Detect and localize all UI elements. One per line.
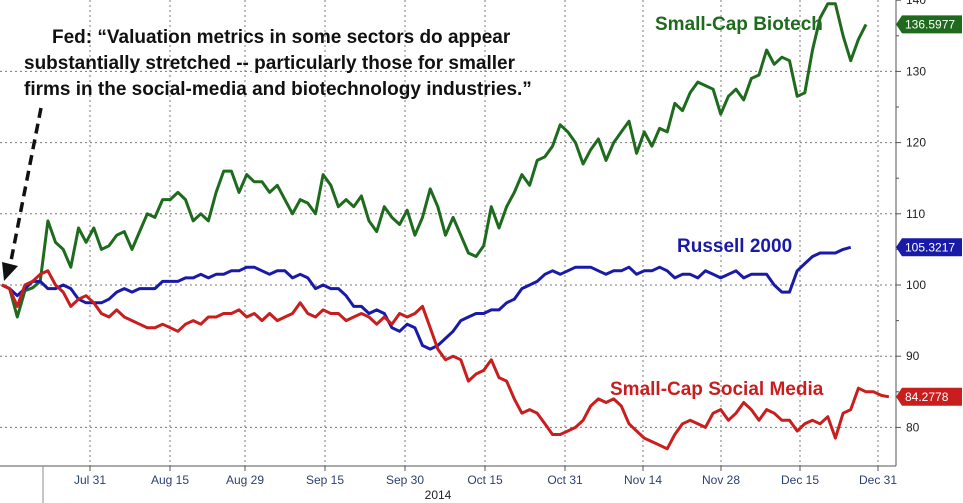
y-tick-label: 110 <box>906 207 925 221</box>
series-name-label: Small-Cap Social Media <box>610 379 824 400</box>
series-name-label: Small-Cap Biotech <box>655 14 823 35</box>
y-tick-label: 80 <box>906 420 920 434</box>
gridlines <box>0 0 896 466</box>
annotation-line: Fed: “Valuation metrics in some sectors … <box>52 27 511 48</box>
series-line-1 <box>1 245 852 351</box>
value-flag-box <box>896 238 962 257</box>
annotation-line: substantially stretched -- particularly … <box>24 53 516 74</box>
series-lines <box>1 2 890 451</box>
value-flag-box <box>896 15 962 34</box>
series-name-label: Russell 2000 <box>677 236 792 257</box>
x-tick-label: Aug 15 <box>151 473 189 487</box>
x-tick-label: Sep 15 <box>306 473 344 487</box>
x-tick-label: Aug 29 <box>226 473 264 487</box>
x-tick-label: Nov 28 <box>702 473 740 487</box>
series-line-0 <box>1 2 868 319</box>
value-flag-box <box>896 387 962 406</box>
y-tick-label: 120 <box>906 136 926 150</box>
series-line-2 <box>1 269 890 451</box>
x-tick-label: Oct 15 <box>467 473 503 487</box>
year-label: 2014 <box>425 488 452 502</box>
annotation-arrow-shaft <box>8 107 43 267</box>
y-tick-label: 90 <box>906 349 920 363</box>
y-tick-label: 100 <box>906 278 926 292</box>
fed-annotation: Fed: “Valuation metrics in some sectors … <box>2 27 532 281</box>
value-flag-text: 105.3217 <box>905 240 955 254</box>
value-flag-text: 84.2778 <box>905 390 949 404</box>
x-tick-label: Sep 30 <box>386 473 424 487</box>
value-flag-1: 105.3217 <box>896 238 962 257</box>
y-tick-label: 130 <box>906 64 926 78</box>
annotation-line: firms in the social-media and biotechnol… <box>24 79 532 100</box>
annotation-arrow-head <box>2 262 18 281</box>
y-tick-label: 140 <box>906 0 926 7</box>
x-tick-label: Dec 15 <box>781 473 819 487</box>
x-tick-label: Dec 31 <box>859 473 897 487</box>
x-tick-label: Jul 31 <box>74 473 106 487</box>
value-flag-text: 136.5977 <box>905 17 955 31</box>
x-tick-label: Nov 14 <box>624 473 662 487</box>
x-tick-label: Oct 31 <box>547 473 583 487</box>
value-flag-0: 136.5977 <box>896 15 962 34</box>
series-labels: 136.5977 105.3217 84.2778 Small-Cap Biotech… <box>610 14 962 406</box>
axes: 80 90 100 110 120 130 140 Jul 31 Aug 15 Aug 29 Sep… <box>0 0 926 503</box>
value-flag-2: 84.2778 <box>896 387 962 406</box>
